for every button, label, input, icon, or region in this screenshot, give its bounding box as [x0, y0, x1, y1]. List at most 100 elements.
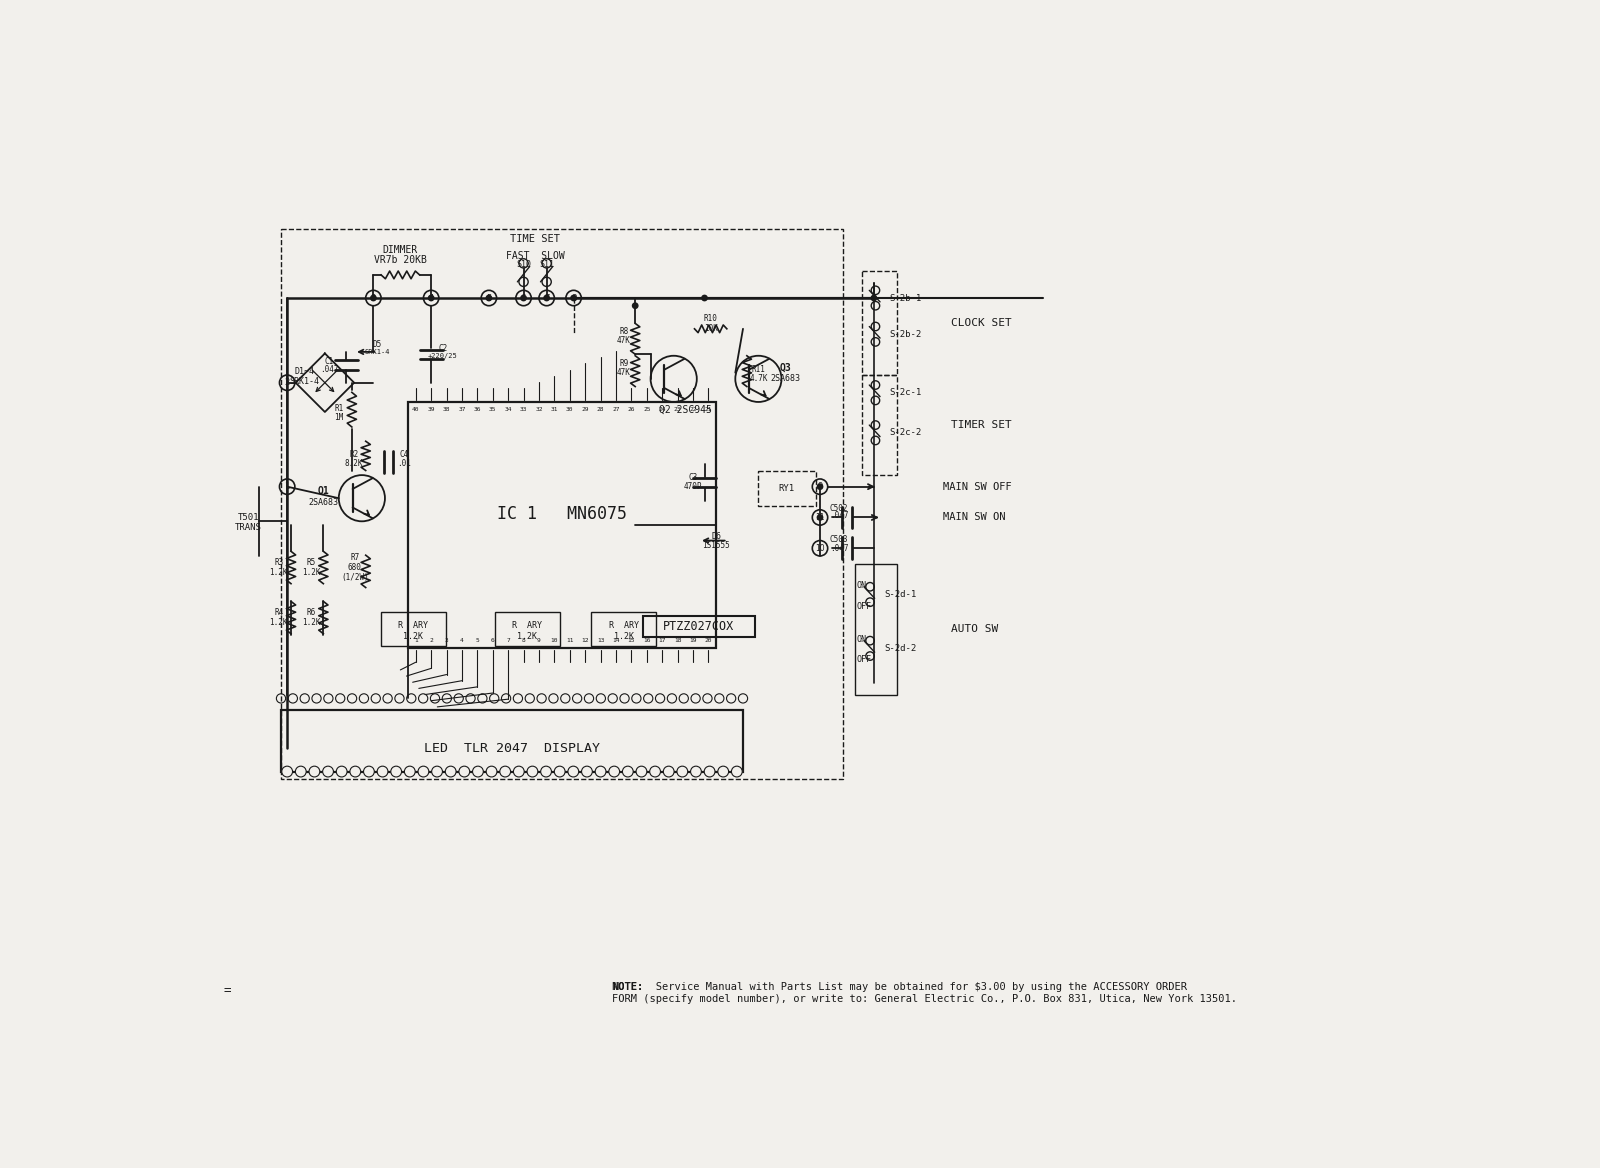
Text: S10: S10	[517, 260, 531, 270]
Text: 1.2K: 1.2K	[403, 632, 424, 640]
Text: 34: 34	[734, 769, 739, 774]
Circle shape	[581, 766, 592, 777]
Text: IC 1   MN6075: IC 1 MN6075	[498, 505, 627, 522]
Text: FAST  SLOW: FAST SLOW	[506, 251, 565, 260]
Circle shape	[677, 766, 688, 777]
Text: Q1: Q1	[317, 486, 330, 495]
Text: 8: 8	[571, 293, 576, 303]
Text: 2SA683: 2SA683	[770, 375, 800, 383]
Text: R  ARY: R ARY	[398, 620, 429, 630]
Text: 3: 3	[314, 769, 315, 774]
Circle shape	[731, 766, 742, 777]
Text: VR7b 20KB: VR7b 20KB	[374, 255, 427, 264]
Text: 21: 21	[704, 408, 712, 412]
Text: 25: 25	[611, 769, 618, 774]
Text: R  ARY: R ARY	[608, 620, 638, 630]
Circle shape	[650, 766, 661, 777]
Circle shape	[486, 766, 498, 777]
Text: PTZZ027COX: PTZZ027COX	[662, 620, 734, 633]
Text: 11: 11	[421, 769, 426, 774]
Circle shape	[363, 766, 374, 777]
Text: 1: 1	[286, 769, 288, 774]
Text: 28: 28	[597, 408, 605, 412]
Text: DIMMER: DIMMER	[382, 245, 418, 256]
Circle shape	[282, 766, 293, 777]
Text: =: =	[224, 985, 230, 997]
Text: 10: 10	[406, 769, 413, 774]
Circle shape	[554, 766, 565, 777]
Text: +220/25: +220/25	[427, 353, 458, 359]
Text: 9: 9	[538, 638, 541, 644]
Text: 8: 8	[381, 769, 384, 774]
Text: 13: 13	[597, 638, 605, 644]
Text: 27: 27	[613, 408, 619, 412]
Text: Q2 2SC945: Q2 2SC945	[659, 404, 712, 415]
Circle shape	[664, 766, 674, 777]
Circle shape	[541, 766, 552, 777]
Text: 14: 14	[461, 769, 467, 774]
Circle shape	[472, 766, 483, 777]
Circle shape	[390, 766, 402, 777]
Text: 35: 35	[490, 408, 496, 412]
Circle shape	[371, 296, 376, 300]
Text: 4.7K: 4.7K	[749, 375, 768, 383]
Text: 9: 9	[395, 769, 398, 774]
Circle shape	[704, 766, 715, 777]
Circle shape	[499, 766, 510, 777]
Text: NOTE:  Service Manual with Parts List may be obtained for $3.00 by using the ACC: NOTE: Service Manual with Parts List may…	[613, 982, 1187, 992]
Text: .047: .047	[320, 366, 339, 374]
Text: T501: T501	[238, 513, 259, 522]
Circle shape	[432, 766, 443, 777]
Text: S-2d-2: S-2d-2	[883, 644, 917, 653]
Text: 2: 2	[429, 638, 434, 644]
Text: S11: S11	[539, 260, 554, 270]
Text: 4: 4	[326, 769, 330, 774]
Text: 27: 27	[638, 769, 645, 774]
Text: 37: 37	[458, 408, 466, 412]
Text: .01: .01	[397, 459, 411, 468]
Bar	[862, 271, 898, 375]
Text: 24: 24	[659, 408, 666, 412]
Text: FORM (specify model number), or write to: General Electric Co., P.O. Box 831, Ut: FORM (specify model number), or write to…	[613, 994, 1237, 1003]
Circle shape	[544, 296, 549, 300]
Text: 15: 15	[627, 638, 635, 644]
Text: 30: 30	[680, 769, 685, 774]
Text: 10K: 10K	[704, 324, 717, 333]
Text: C4: C4	[400, 450, 410, 459]
Circle shape	[622, 766, 634, 777]
Bar	[854, 564, 898, 695]
Text: 40: 40	[411, 408, 419, 412]
Text: 470P: 470P	[683, 482, 702, 492]
Circle shape	[818, 515, 822, 520]
Text: S-2c-1: S-2c-1	[890, 388, 922, 397]
Text: 39: 39	[427, 408, 435, 412]
Text: 2: 2	[285, 378, 290, 388]
Bar	[862, 375, 898, 475]
Text: 18: 18	[674, 638, 682, 644]
Text: 11: 11	[816, 513, 824, 522]
Text: 30: 30	[566, 408, 573, 412]
Text: R4
1.2K: R4 1.2K	[269, 607, 288, 627]
Text: D5: D5	[373, 340, 382, 349]
Text: CLOCK SET: CLOCK SET	[950, 319, 1011, 328]
Text: R7
680
(1/2W): R7 680 (1/2W)	[341, 552, 368, 583]
Text: 9: 9	[818, 482, 822, 492]
Bar	[381, 612, 446, 646]
Text: ON: ON	[858, 580, 867, 590]
Circle shape	[309, 766, 320, 777]
Text: MAIN SW ON: MAIN SW ON	[944, 513, 1006, 522]
Text: 29: 29	[581, 408, 589, 412]
Text: 12: 12	[434, 769, 440, 774]
Text: 1M: 1M	[334, 412, 344, 422]
Bar	[282, 229, 843, 779]
Text: 32: 32	[534, 408, 542, 412]
Text: Q3: Q3	[779, 362, 792, 373]
Text: 11: 11	[566, 638, 573, 644]
Text: 16: 16	[643, 638, 651, 644]
Text: 13: 13	[448, 769, 453, 774]
Text: 23: 23	[674, 408, 682, 412]
Circle shape	[632, 303, 638, 308]
Text: 8.2K: 8.2K	[346, 459, 363, 468]
Circle shape	[350, 766, 360, 777]
Circle shape	[818, 484, 822, 489]
